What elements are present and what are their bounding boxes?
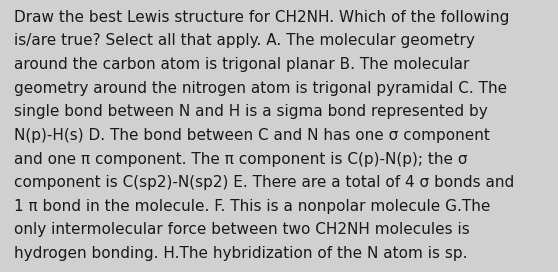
Text: Draw the best Lewis structure for CH2NH. Which of the following: Draw the best Lewis structure for CH2NH.…: [14, 10, 509, 24]
Text: geometry around the nitrogen atom is trigonal pyramidal C. The: geometry around the nitrogen atom is tri…: [14, 81, 507, 95]
Text: N(p)-H(s) D. The bond between C and N has one σ component: N(p)-H(s) D. The bond between C and N ha…: [14, 128, 490, 143]
Text: only intermolecular force between two CH2NH molecules is: only intermolecular force between two CH…: [14, 222, 470, 237]
Text: 1 π bond in the molecule. F. This is a nonpolar molecule G.The: 1 π bond in the molecule. F. This is a n…: [14, 199, 490, 214]
Text: single bond between N and H is a sigma bond represented by: single bond between N and H is a sigma b…: [14, 104, 488, 119]
Text: hydrogen bonding. H.The hybridization of the N atom is sp.: hydrogen bonding. H.The hybridization of…: [14, 246, 468, 261]
Text: and one π component. The π component is C(p)-N(p); the σ: and one π component. The π component is …: [14, 152, 468, 166]
Text: component is C(sp2)-N(sp2) E. There are a total of 4 σ bonds and: component is C(sp2)-N(sp2) E. There are …: [14, 175, 514, 190]
Text: is/are true? Select all that apply. A. The molecular geometry: is/are true? Select all that apply. A. T…: [14, 33, 475, 48]
Text: around the carbon atom is trigonal planar B. The molecular: around the carbon atom is trigonal plana…: [14, 57, 469, 72]
